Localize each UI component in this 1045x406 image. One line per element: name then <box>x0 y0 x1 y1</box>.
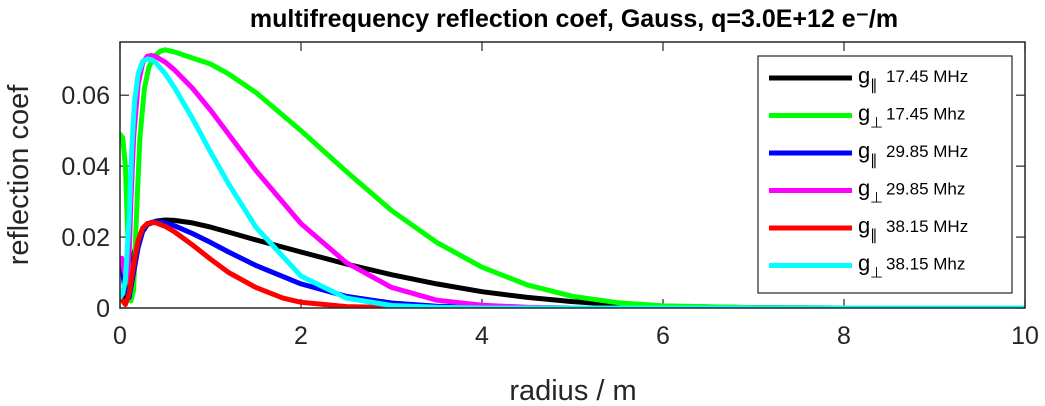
x-tick-label: 4 <box>475 322 489 350</box>
legend-label: 17.45 MHz <box>886 67 968 86</box>
legend-symbol: g <box>858 213 870 238</box>
legend-box <box>757 55 1013 294</box>
x-tick-label: 10 <box>1011 322 1039 350</box>
x-tick-group: 0 2 4 6 8 10 <box>113 42 1039 350</box>
legend-subscript: ⊥ <box>870 115 883 132</box>
x-tick-label: 8 <box>837 322 851 350</box>
series-line-2 <box>120 47 1025 308</box>
legend-symbol: g <box>858 251 870 276</box>
legend-label: 17.45 Mhz <box>886 105 965 124</box>
legend-symbol: g <box>858 101 870 126</box>
legend-label: 29.85 MHz <box>886 142 968 161</box>
series-line-6 <box>120 56 1025 308</box>
x-tick-label: 6 <box>656 322 670 350</box>
x-tick-label: 0 <box>113 322 127 350</box>
series-line-5 <box>120 220 1025 308</box>
legend-label: 38.15 MHz <box>886 217 968 236</box>
legend-symbol: g <box>858 63 870 88</box>
legend-subscript: ⊥ <box>870 265 883 282</box>
legend-subscript: ∥ <box>870 77 878 94</box>
legend-label: 38.15 Mhz <box>886 255 965 274</box>
legend-symbol: g <box>858 176 870 201</box>
x-tick-label: 2 <box>294 322 308 350</box>
chart-title: multifrequency reflection coef, Gauss, q… <box>250 5 898 33</box>
y-tick-label: 0.04 <box>61 153 110 181</box>
plot-frame <box>119 41 1026 309</box>
x-axis-label: radius / m <box>509 375 636 406</box>
series-layer <box>120 47 1025 308</box>
y-tick-label: 0 <box>96 295 110 323</box>
y-axis-label: reflection coef <box>3 84 35 265</box>
y-tick-label: 0.02 <box>61 224 110 252</box>
y-tick-label: 0.06 <box>61 82 110 110</box>
legend-symbol: g <box>858 138 870 163</box>
legend-subscript: ⊥ <box>870 190 883 207</box>
legend-subscript: ∥ <box>870 227 878 244</box>
legend-subscript: ∥ <box>870 152 878 169</box>
y-tick-group: 0 0.02 0.04 0.06 <box>61 82 1025 323</box>
legend-label: 29.85 Mhz <box>886 180 965 199</box>
